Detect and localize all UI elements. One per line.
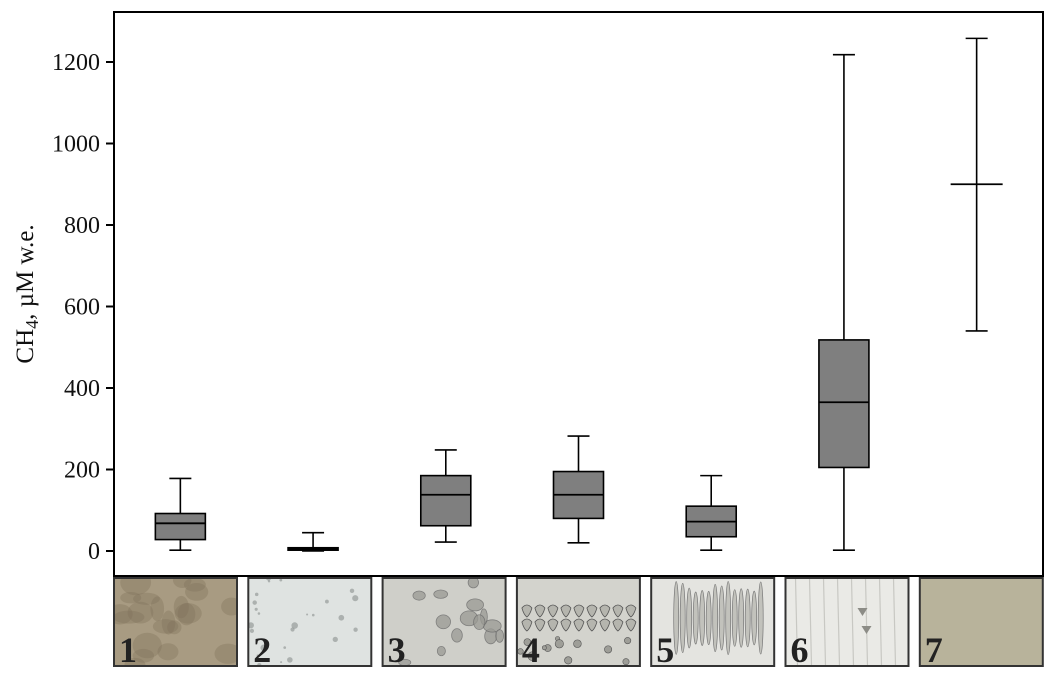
thumbnail-number: 4: [522, 630, 540, 670]
ice-thumbnail-2: 2: [247, 577, 373, 670]
thumbnail-number: 7: [925, 630, 943, 670]
ice-thumbnails: 1 2 3 4 5 6 7: [113, 577, 1044, 670]
y-axis: 0 200 400 600 800 1000 1200: [52, 50, 114, 565]
ice-thumbnail-7: 7: [918, 577, 1044, 670]
thumbnail-number: 5: [656, 630, 674, 670]
ice-thumbnail-5: 5: [650, 577, 776, 670]
thumbnail-number: 6: [791, 630, 809, 670]
box-iqr: [154, 512, 207, 541]
y-tick-label: 800: [64, 213, 100, 239]
box-5: [685, 474, 738, 551]
y-tick-label: 1200: [52, 50, 100, 76]
thumbnail-number: 1: [119, 630, 137, 670]
thumbnail-number: 3: [388, 630, 406, 670]
ice-thumbnail-4: 4: [515, 577, 641, 670]
ice-thumbnail-1: 1: [113, 577, 238, 670]
plot-frame: [113, 11, 1044, 577]
box-1: [154, 477, 207, 551]
ice-thumbnail-3: 3: [381, 577, 507, 670]
y-axis-label: CH4, µM w.e.: [12, 224, 42, 363]
y-tick-label: 1000: [52, 132, 100, 158]
box-2: [287, 531, 339, 552]
thumbnail-number: 2: [253, 630, 271, 670]
box-iqr: [818, 339, 870, 469]
y-tick-label: 400: [64, 376, 100, 402]
ice-thumbnail-6: 6: [784, 577, 910, 670]
y-tick-label: 0: [88, 539, 100, 565]
box-iqr: [419, 474, 472, 527]
box-series: [154, 37, 1003, 552]
box-6: [818, 53, 870, 551]
y-tick-label: 600: [64, 295, 100, 321]
box-4: [552, 435, 605, 544]
y-tick-label: 200: [64, 458, 100, 484]
box-7: [950, 37, 1003, 332]
box-3: [419, 449, 472, 543]
